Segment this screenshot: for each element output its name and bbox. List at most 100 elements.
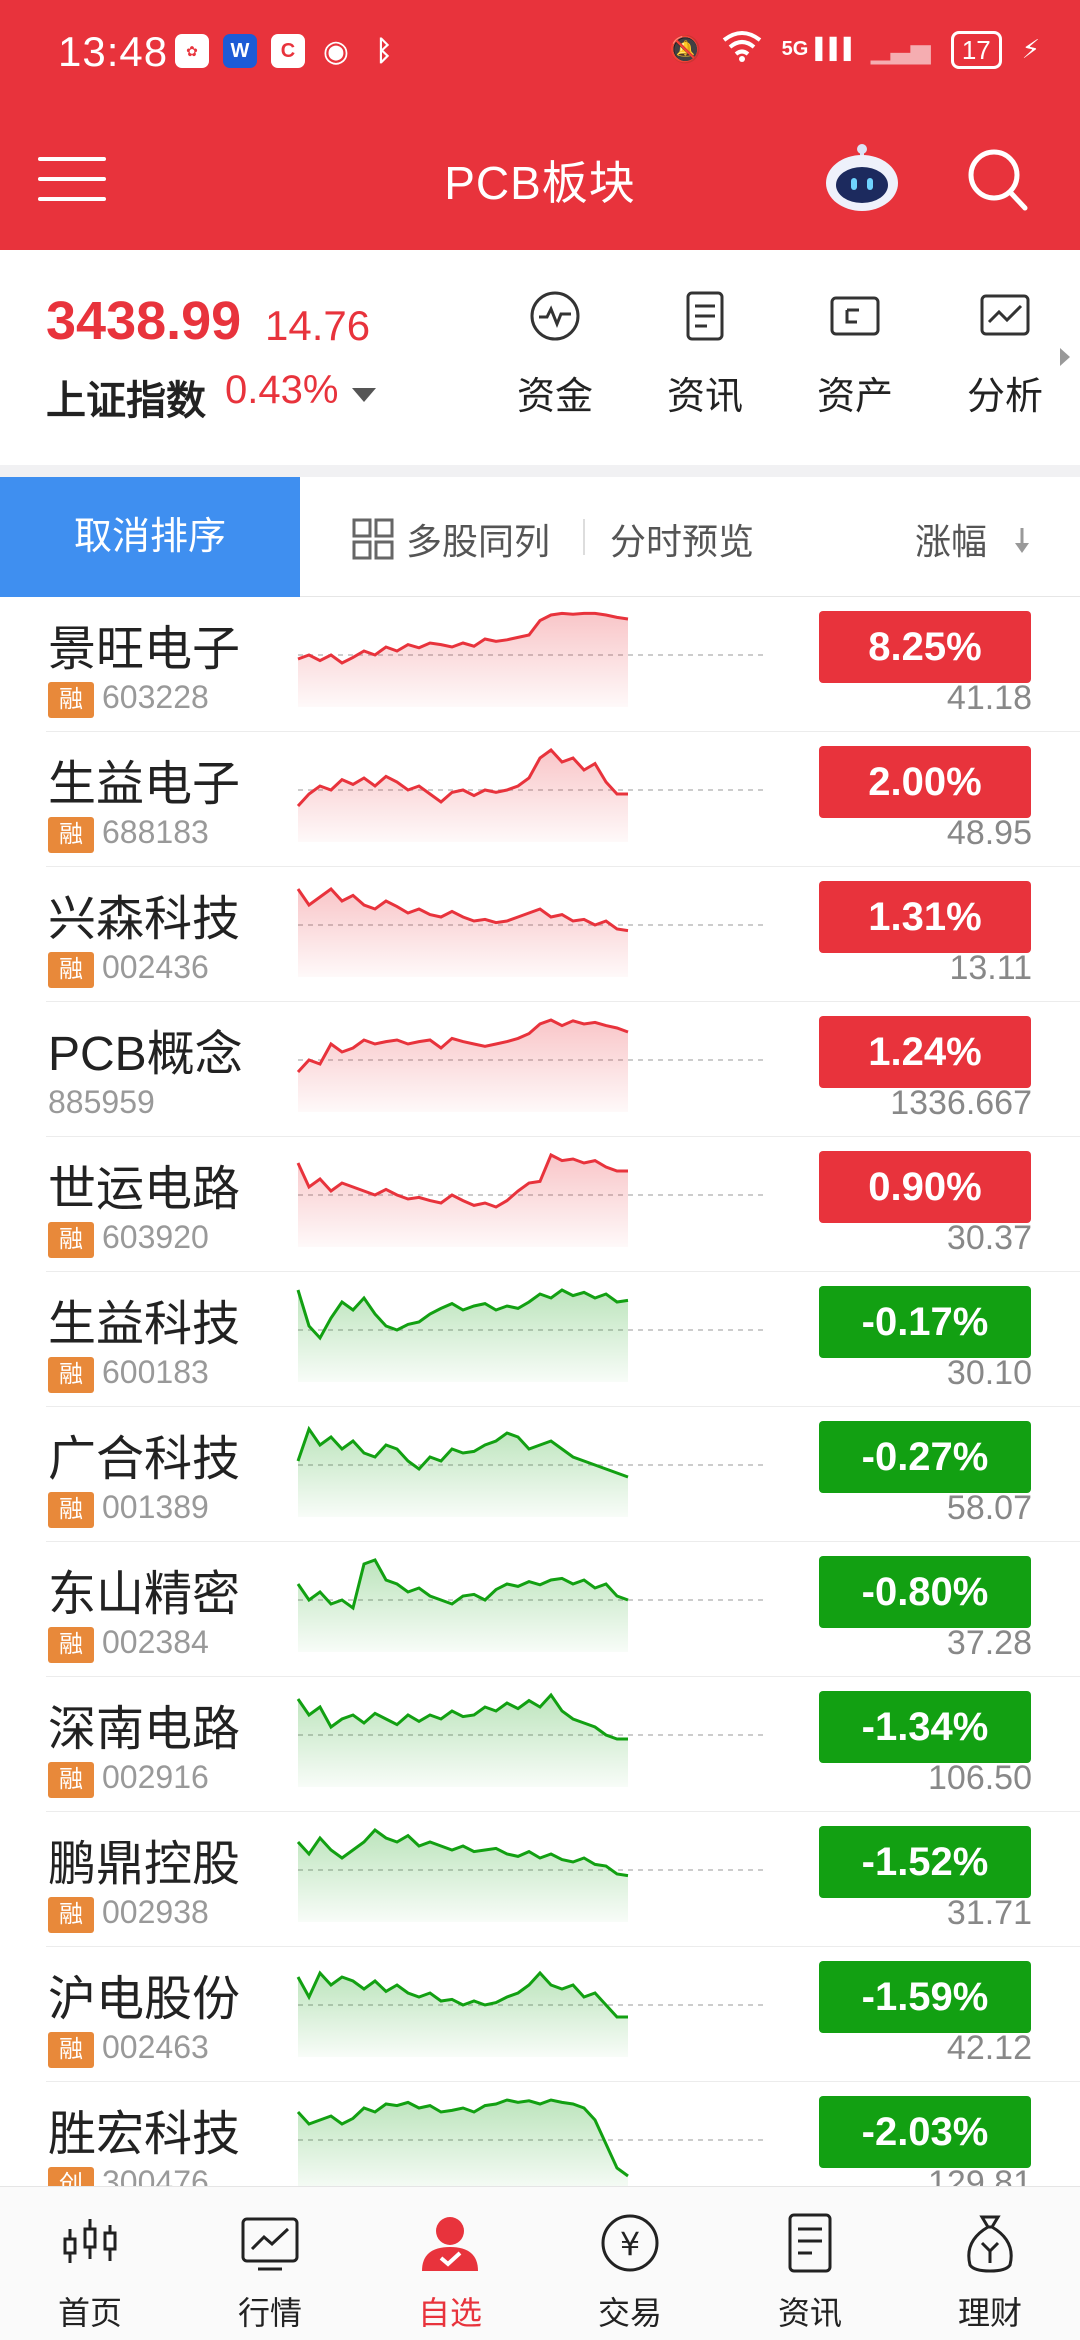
- sparkline-area: [298, 1429, 628, 1517]
- sparkline-line: [296, 886, 629, 933]
- stock-row[interactable]: 沪电股份 融 002463 -1.59% 42.12: [0, 1947, 1080, 2082]
- stock-row[interactable]: 广合科技 融 001389 -0.27% 58.07: [0, 1407, 1080, 1542]
- nav-label: 行情: [237, 2295, 302, 2331]
- intraday-sparkline: [296, 1558, 768, 1652]
- search-icon[interactable]: [966, 147, 1028, 213]
- sparkline-line: [296, 1288, 629, 1341]
- stock-name: 胜宏科技: [48, 2108, 241, 2161]
- index-dropdown-icon[interactable]: [352, 388, 376, 402]
- stock-row[interactable]: 深南电路 融 002916 -1.34% 106.50: [0, 1677, 1080, 1812]
- top-bar: 13:48 ✿ W C ◉ ᛒ 🔕 5G▐▐▐ ▁▃▅ 17 ⚡ PCB板块: [0, 0, 1080, 250]
- stock-row[interactable]: 生益科技 融 600183 -0.17% 30.10: [0, 1272, 1080, 1407]
- svg-text:¥: ¥: [620, 2225, 640, 2263]
- cancel-sort-button[interactable]: 取消排序: [0, 477, 300, 597]
- nav-label: 资讯: [777, 2295, 842, 2331]
- intraday-sparkline: [296, 1970, 768, 2057]
- intraday-sparkline: [296, 2098, 768, 2192]
- tool-news[interactable]: 资讯: [630, 290, 780, 420]
- tool-label: 分析: [966, 376, 1043, 418]
- change-percent-badge: -1.52%: [819, 1826, 1031, 1898]
- sparkline-line: [297, 611, 629, 665]
- nav-label: 自选: [417, 2295, 482, 2331]
- chart-icon: [980, 294, 1030, 336]
- battery-icon: 17: [950, 30, 1002, 69]
- stock-code: 002916: [102, 1759, 209, 1795]
- tool-label: 资金: [516, 376, 593, 418]
- nav-home[interactable]: 首页: [0, 2187, 180, 2340]
- tool-funds[interactable]: 资金: [480, 290, 630, 420]
- stock-price: 30.10: [946, 1354, 1032, 1392]
- status-bar: 13:48 ✿ W C ◉ ᛒ 🔕 5G▐▐▐ ▁▃▅ 17 ⚡: [0, 0, 1080, 105]
- change-percent-badge: 8.25%: [819, 611, 1031, 683]
- stock-row[interactable]: 东山精密 融 002384 -0.80% 37.28: [0, 1542, 1080, 1677]
- row-divider: [46, 1541, 1080, 1542]
- stock-code: 600183: [102, 1354, 209, 1390]
- index-summary[interactable]: 3438.99 14.76 上证指数 0.43% 资金 资讯: [0, 250, 1080, 465]
- eye-icon: ◉: [322, 34, 350, 68]
- section-divider: [0, 465, 1080, 477]
- wifi-icon: [722, 30, 762, 69]
- stock-name: 鹏鼎控股: [48, 1838, 241, 1891]
- margin-tag: 融: [48, 682, 94, 718]
- stock-row[interactable]: 鹏鼎控股 融 002938 -1.52% 31.71: [0, 1812, 1080, 1947]
- notification-icons: ✿ W C ◉ ᛒ: [175, 34, 401, 68]
- row-divider: [46, 866, 1080, 867]
- stock-row[interactable]: 世运电路 融 603920 0.90% 30.37: [0, 1137, 1080, 1272]
- change-percent-badge: 1.31%: [819, 881, 1031, 953]
- c-app-icon: C: [271, 34, 305, 68]
- robot-assistant-icon[interactable]: [824, 143, 900, 213]
- stock-row[interactable]: 兴森科技 融 002436 1.31% 13.11: [0, 867, 1080, 1002]
- more-tools-icon[interactable]: [1060, 348, 1070, 366]
- sparkline-area: [298, 2100, 628, 2192]
- sort-down-icon[interactable]: [1012, 525, 1032, 555]
- nav-news[interactable]: 资讯: [720, 2187, 900, 2340]
- margin-tag: 融: [48, 1222, 94, 1258]
- nav-market[interactable]: 行情: [180, 2187, 360, 2340]
- stock-price: 42.12: [946, 2029, 1032, 2067]
- page-title: PCB板块: [444, 157, 636, 209]
- nav-watchlist[interactable]: 自选: [360, 2187, 540, 2340]
- sparkline-area: [298, 613, 628, 707]
- tool-assets[interactable]: 资产: [780, 290, 930, 420]
- intraday-sparkline: [296, 1152, 768, 1247]
- sparkline-line: [296, 1425, 629, 1479]
- menu-icon[interactable]: [38, 157, 106, 201]
- index-name: 上证指数: [46, 379, 206, 423]
- sort-change-column[interactable]: 涨幅: [915, 521, 988, 562]
- intraday-preview-button[interactable]: 分时预览: [610, 521, 755, 562]
- change-percent-badge: -0.80%: [819, 1556, 1031, 1628]
- margin-tag: 融: [48, 1762, 94, 1798]
- stock-code: 002938: [102, 1894, 209, 1930]
- index-value: 3438.99: [46, 291, 242, 351]
- nav-wealth[interactable]: 理财: [900, 2187, 1080, 2340]
- change-percent-badge: -2.03%: [819, 2096, 1031, 2168]
- index-change: 14.76: [265, 302, 371, 349]
- sparkline-line: [296, 1692, 628, 1741]
- sparkline-area: [298, 1830, 628, 1922]
- sparkline-area: [298, 750, 628, 842]
- w-app-icon: W: [223, 34, 257, 68]
- stock-row[interactable]: PCB概念 885959 1.24% 1336.667: [0, 1002, 1080, 1137]
- multi-stock-button[interactable]: 多股同列: [352, 513, 550, 565]
- nav-label: 首页: [57, 2295, 122, 2331]
- stock-code: 002463: [102, 2029, 209, 2065]
- signal-5g-icon: 5G▐▐▐: [781, 38, 851, 60]
- tool-analysis[interactable]: 分析: [930, 290, 1080, 420]
- signal-icon: ▁▃▅: [870, 34, 931, 64]
- stock-price: 30.37: [946, 1219, 1032, 1257]
- stock-row[interactable]: 生益电子 融 688183 2.00% 48.95: [0, 732, 1080, 867]
- stock-row[interactable]: 景旺电子 融 603228 8.25% 41.18: [0, 597, 1080, 732]
- change-percent-badge: 1.24%: [819, 1016, 1031, 1088]
- margin-tag: 融: [48, 1492, 94, 1528]
- sparkline-area: [298, 1695, 628, 1787]
- row-divider: [46, 731, 1080, 732]
- stock-price: 41.18: [946, 679, 1032, 717]
- status-right: 🔕 5G▐▐▐ ▁▃▅ 17 ⚡: [669, 30, 1040, 69]
- nav-trade[interactable]: ¥ 交易: [540, 2187, 720, 2340]
- sparkline-line: [296, 747, 628, 808]
- candlestick-icon: [63, 2219, 117, 2263]
- change-percent-badge: 0.90%: [819, 1151, 1031, 1223]
- stock-price: 37.28: [946, 1624, 1032, 1662]
- huawei-app-icon: ✿: [175, 34, 209, 68]
- sparkline-line: [296, 1018, 629, 1074]
